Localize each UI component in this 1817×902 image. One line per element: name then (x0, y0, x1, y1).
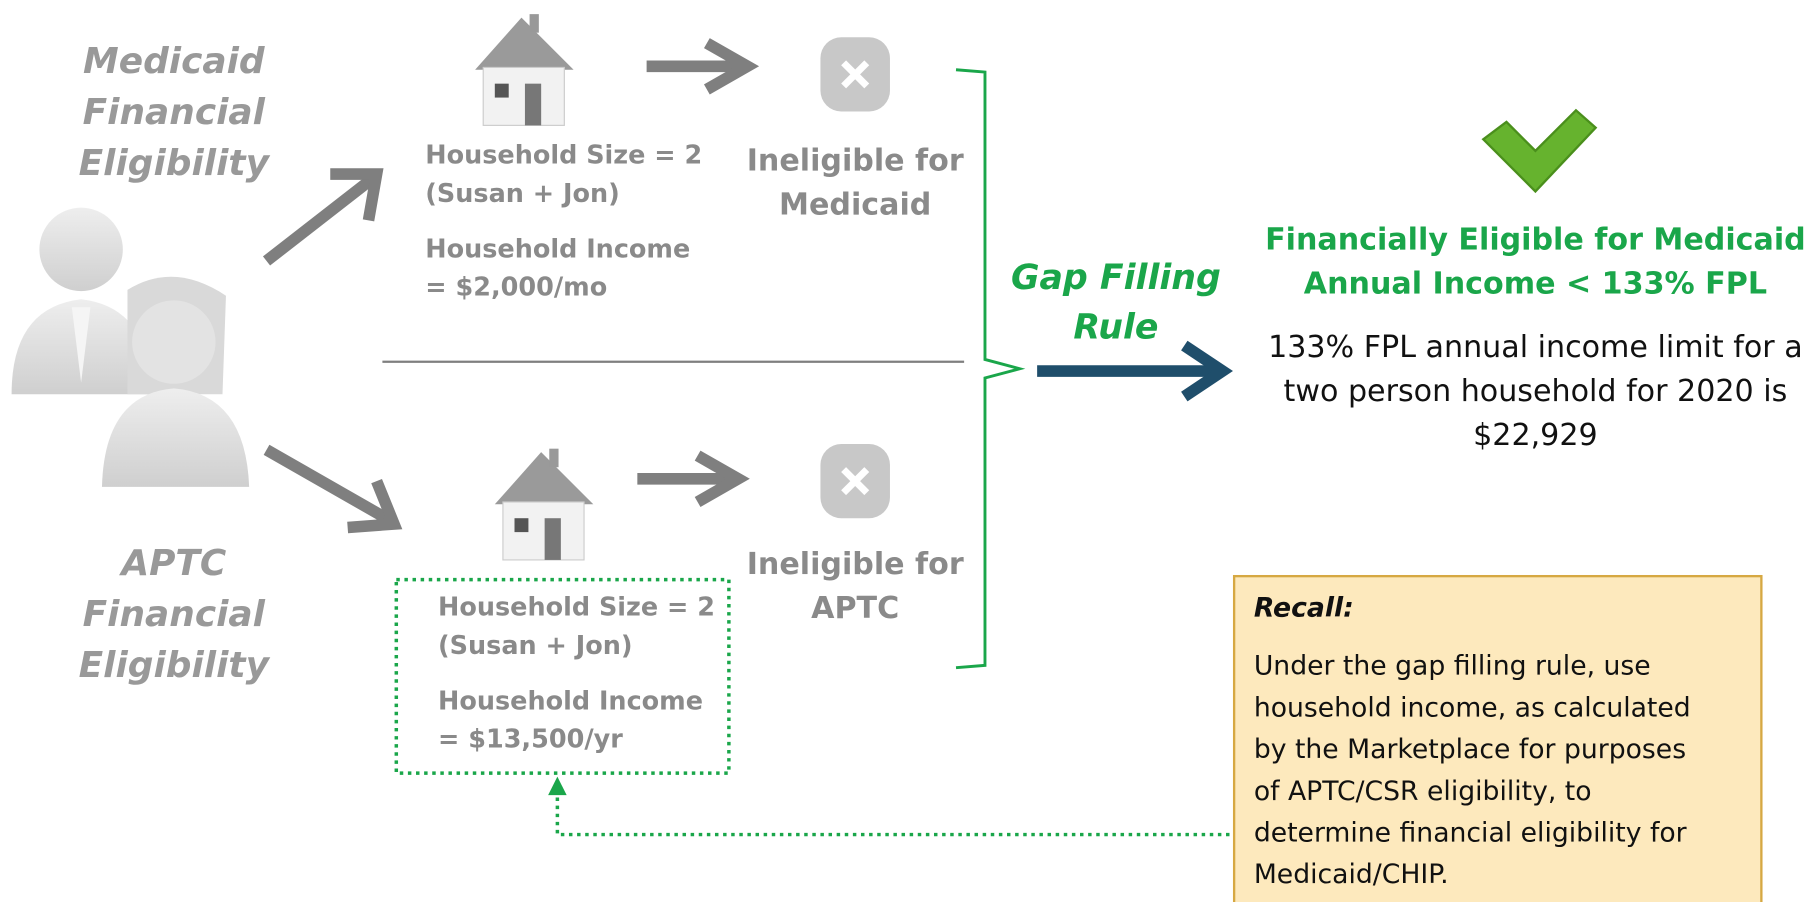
section-title: Financial (83, 594, 266, 635)
section-title: Medicaid (83, 41, 265, 82)
check-icon (1481, 108, 1598, 194)
bracket (955, 68, 1026, 670)
recall-title: Recall: (1254, 593, 1354, 624)
household-income: Household Income (438, 686, 703, 716)
rule-label: Rule (1073, 308, 1158, 348)
recall-text: by the Marketplace for purposes (1254, 734, 1686, 765)
household-size: (Susan + Jon) (438, 631, 633, 661)
ineligible-icons (820, 37, 890, 519)
household-size: Household Size = 2 (425, 141, 702, 171)
highlight-box (394, 577, 731, 775)
result: Medicaid (779, 188, 931, 223)
section-title: APTC (118, 543, 226, 584)
result: Ineligible for (747, 144, 964, 179)
section-title: Financial (83, 92, 266, 133)
section-title: Eligibility (79, 143, 271, 184)
outcome-detail: $22,929 (1473, 418, 1598, 453)
recall-text: Medicaid/CHIP. (1254, 859, 1449, 890)
result: APTC (811, 591, 899, 626)
main-arrow (1037, 340, 1233, 402)
recall-text: determine financial eligibility for (1254, 818, 1687, 849)
household-income: Household Income (425, 234, 690, 264)
result: Ineligible for (747, 547, 964, 582)
recall-text: Under the gap filling rule, use (1254, 651, 1651, 682)
result-arrows (637, 38, 760, 508)
household-size: (Susan + Jon) (425, 179, 620, 209)
outcome-heading: Financially Eligible for Medicaid (1265, 222, 1806, 257)
connector-head (548, 776, 567, 796)
branch-arrows (262, 168, 403, 534)
connector (555, 785, 1238, 837)
section-title: Eligibility (79, 645, 271, 686)
house-icons (475, 14, 594, 561)
outcome-detail: two person household for 2020 is (1284, 374, 1788, 409)
household-income: = $13,500/yr (438, 725, 623, 755)
outcome-detail: 133% FPL annual income limit for a (1268, 330, 1803, 365)
outcome-heading: Annual Income < 133% FPL (1304, 266, 1767, 301)
household-income: = $2,000/mo (425, 273, 607, 303)
recall-box (1232, 574, 1763, 902)
household-size: Household Size = 2 (438, 593, 715, 623)
rule-label: Gap Filling (1011, 258, 1221, 298)
recall-text: household income, as calculated (1254, 692, 1691, 723)
people-icon (11, 207, 250, 487)
recall-text: of APTC/CSR eligibility, to (1254, 776, 1592, 807)
